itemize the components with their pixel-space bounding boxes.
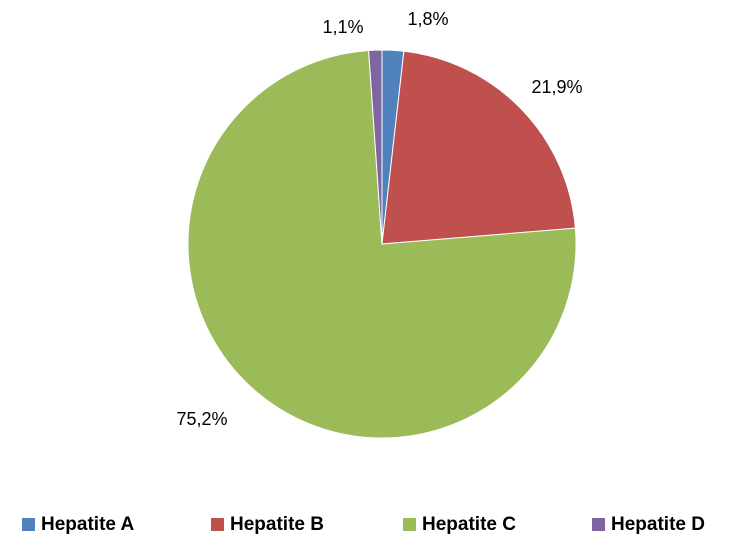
legend-label: Hepatite C [422, 514, 516, 535]
data-label: 1,1% [322, 17, 363, 37]
legend-swatch [403, 518, 416, 531]
legend-swatch [211, 518, 224, 531]
legend-swatch [22, 518, 35, 531]
pie-slice [368, 49, 383, 245]
pie-slice [381, 50, 576, 245]
legend-label: Hepatite D [611, 514, 705, 535]
pie-slice [187, 49, 577, 439]
data-label: 1,8% [407, 9, 448, 29]
legend-label: Hepatite A [41, 514, 135, 535]
data-label: 21,9% [531, 77, 582, 97]
legend-swatch [592, 518, 605, 531]
data-label: 75,2% [176, 409, 227, 429]
legend-label: Hepatite B [230, 514, 324, 535]
